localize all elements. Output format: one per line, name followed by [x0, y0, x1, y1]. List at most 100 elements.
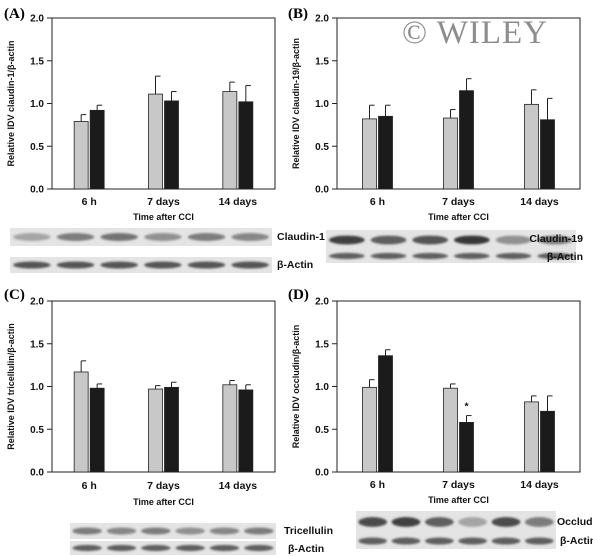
- x-tick-label: 7 days: [147, 196, 180, 208]
- y-tick-label: 0.0: [315, 185, 329, 196]
- blot-band: [56, 233, 95, 241]
- blot-background: [10, 257, 272, 273]
- x-axis-label: Time after CCI: [133, 497, 194, 507]
- blot-band: [525, 537, 554, 545]
- blot-band: [370, 252, 407, 260]
- bar-14-days-series2: [238, 101, 254, 190]
- blot-band: [453, 235, 490, 245]
- y-tick-label: 2.0: [30, 14, 44, 25]
- blot-label: β-Actin: [560, 535, 593, 547]
- bar-6-h-series2: [89, 109, 105, 190]
- blot-band: [458, 517, 487, 527]
- blot-band: [453, 252, 490, 260]
- y-tick-label: 1.5: [315, 339, 329, 350]
- bar-7-days-series1: [148, 93, 163, 190]
- blot-band: [187, 261, 226, 269]
- blot-band: [72, 527, 102, 535]
- blot-band: [209, 544, 240, 552]
- x-tick-label: 7 days: [147, 480, 180, 492]
- blot-band: [458, 537, 487, 545]
- y-tick-label: 1.0: [30, 99, 44, 110]
- blot-band: [231, 233, 269, 241]
- x-tick-label: 7 days: [442, 479, 475, 491]
- y-tick-label: 0.0: [30, 185, 44, 196]
- y-tick-label: 1.0: [315, 99, 329, 110]
- x-tick-label: 6 h: [82, 196, 97, 208]
- bar-14-days-series1: [222, 384, 238, 473]
- blot-band: [141, 544, 171, 552]
- y-tick-label: 1.5: [30, 339, 44, 350]
- blot-background: [10, 228, 272, 246]
- y-tick-label: 0.0: [30, 468, 44, 479]
- blot-label: β-Actin: [547, 251, 583, 263]
- panels: (A) 0.0 0.5 1.0 1.5 2.0 6 h 7 days 14 days Time a…: [4, 6, 593, 555]
- x-axis-label: Time after CCI: [428, 495, 489, 505]
- panel-letter: (A): [4, 6, 25, 22]
- blot-band: [328, 252, 365, 260]
- y-tick-label: 1.5: [315, 56, 329, 67]
- blot-band: [358, 537, 387, 545]
- blot-band: [144, 261, 182, 269]
- blot-label: Occludin: [557, 516, 593, 528]
- wiley-watermark: © WILEY: [402, 15, 548, 51]
- blot-background: [326, 230, 576, 250]
- blot-band: [175, 527, 205, 535]
- blot-strip-actin: β-Actin: [356, 533, 593, 549]
- blot-background: [70, 541, 276, 555]
- blot-strip-actin: β-Actin: [10, 257, 313, 273]
- blot-background: [326, 249, 576, 263]
- blot-band: [525, 517, 554, 527]
- blot-strip-target: Claudin-1: [10, 228, 325, 246]
- blot-band: [106, 527, 137, 535]
- x-tick-label: 7 days: [442, 196, 475, 208]
- bar-14-days-series2: [540, 119, 555, 190]
- blot-band: [56, 261, 95, 269]
- blot-band: [391, 517, 421, 527]
- blot-background: [70, 523, 276, 539]
- blot-band: [358, 517, 387, 527]
- y-tick-label: 0.0: [315, 468, 329, 479]
- y-axis-label: Relative IDV occludin/β-actin: [291, 325, 301, 449]
- chart-panel-3: (C) 0.0 0.5 1.0 1.5 2.0 6 h 7 days 14 days Time a…: [4, 287, 333, 555]
- blot-band: [370, 235, 407, 245]
- blot-band: [495, 252, 532, 260]
- panel-letter: (C): [4, 287, 25, 303]
- blot-strip-target: Occludin: [356, 511, 593, 533]
- bar-7-days-series1: [443, 387, 458, 473]
- y-tick-label: 0.5: [30, 425, 44, 436]
- blot-band: [537, 235, 574, 245]
- panel-letter: (B): [288, 6, 308, 22]
- y-tick-label: 2.0: [315, 297, 329, 308]
- blot-label: β-Actin: [277, 259, 313, 271]
- blot-background: [356, 533, 556, 549]
- y-axis-label: Relative IDV tricellulin/β-actin: [6, 323, 16, 450]
- y-tick-label: 2.0: [315, 14, 329, 25]
- bar-14-days-series2: [540, 410, 555, 473]
- panel-letter: (D): [288, 287, 309, 303]
- blot-band: [412, 235, 449, 245]
- blot-band: [100, 233, 138, 241]
- blot-label: Claudin-19: [529, 233, 583, 245]
- blot-band: [425, 517, 454, 527]
- chart-panel-4: (D) 0.0 0.5 1.0 1.5 2.0 6 h 7 days 14 days * Time …: [288, 287, 593, 549]
- blot-band: [425, 537, 454, 545]
- bar-7-days-series1: [148, 388, 163, 473]
- blot-band: [144, 233, 182, 241]
- bar-6-h-series1: [73, 121, 89, 190]
- blot-band: [187, 233, 226, 241]
- bar-6-h-series2: [378, 115, 393, 190]
- bar-6-h-series1: [73, 371, 89, 473]
- bar-6-h-series1: [362, 386, 377, 473]
- bar-7-days-series1: [443, 117, 458, 190]
- x-tick-label: 14 days: [520, 479, 559, 491]
- blot-band: [491, 517, 521, 527]
- bar-6-h-series1: [362, 118, 377, 190]
- x-tick-label: 6 h: [82, 480, 97, 492]
- x-tick-label: 14 days: [219, 480, 258, 492]
- x-axis-label: Time after CCI: [133, 212, 194, 222]
- blot-label: Claudin-1: [277, 231, 325, 243]
- blot-band: [231, 261, 269, 269]
- y-axis-label: Relative IDV claudin-1/β-actin: [6, 40, 16, 166]
- x-tick-label: 14 days: [219, 196, 258, 208]
